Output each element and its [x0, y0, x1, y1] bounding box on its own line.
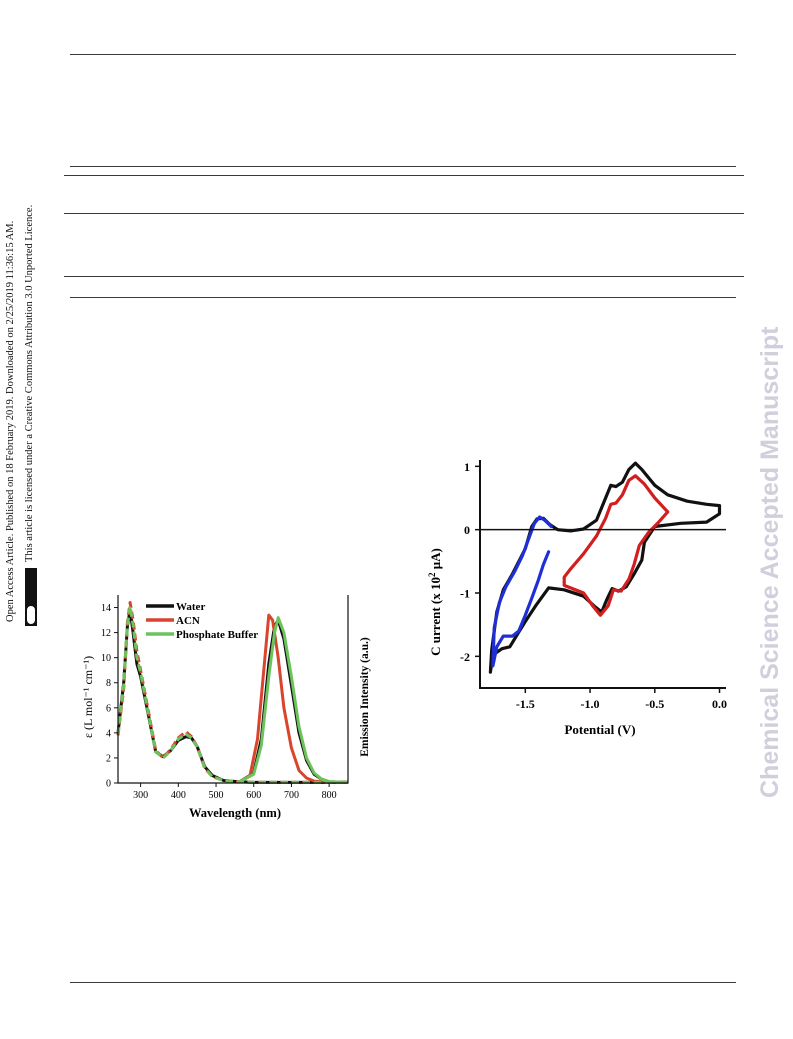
chart2-xtick-label: -0.5 — [645, 697, 664, 711]
chart1-xtick-label: 300 — [133, 790, 148, 801]
header-rule-top — [70, 54, 736, 55]
chart2-xtick-label: -1.5 — [516, 697, 535, 711]
chart2-axis-frame — [479, 460, 726, 689]
cc-icon — [26, 605, 36, 625]
chart1-ylabel: ε (L mol⁻¹ cm⁻¹) — [81, 656, 95, 738]
cyclic-voltammogram-chart: -1.5 -1.0 -0.5 0.0 -2 -1 0 1 Potential (V) C ur… — [428, 460, 727, 737]
chart1-emission-acn — [237, 613, 348, 784]
chart1-ytick-label: 14 — [101, 603, 111, 614]
chart1-ytick-label: 0 — [106, 779, 111, 790]
chart2-cv-trace-2 — [562, 474, 670, 617]
chart1-ytick-label: 2 — [106, 753, 111, 764]
chart2-ylabel-suffix: μA) — [428, 548, 443, 572]
chart1-legend-label: ACN — [176, 615, 200, 627]
header-rule-4 — [64, 213, 744, 214]
absorption-emission-chart: 300 400 500 600 700 800 0 2 4 6 8 10 12 14 Water ACN Ph… — [81, 595, 371, 820]
side-notice-line1: Open Access Article. Published on 18 Feb… — [5, 220, 16, 622]
header-rule-5 — [64, 276, 744, 277]
chart1-xtick-label: 600 — [246, 790, 261, 801]
accepted-manuscript-watermark: Chemical Science Accepted Manuscript — [756, 326, 784, 798]
chart2-ytick-label: -2 — [460, 650, 470, 664]
chart1-y2label: Emission Intensity (a.u.) — [359, 637, 371, 757]
chart2-ylabel: C urrent (x 102 μA) — [428, 548, 443, 656]
header-rule-3 — [64, 175, 744, 176]
chart1-legend-label: Water — [176, 601, 205, 613]
chart1-legend-label: Phosphate Buffer — [176, 629, 258, 641]
chart2-cv-trace-1 — [488, 461, 722, 674]
cc-label: BY — [36, 586, 45, 597]
cc-license-badge[interactable]: BY — [25, 568, 45, 626]
chart2-xlabel: Potential (V) — [564, 722, 635, 737]
chart1-xtick-label: 700 — [284, 790, 299, 801]
footer-rule — [70, 982, 736, 983]
chart2-ytick-label: -1 — [460, 587, 470, 601]
side-notice: Open Access Article. Published on 18 Feb… — [0, 0, 60, 1039]
chart1-ytick-label: 8 — [106, 678, 111, 689]
chart1-ytick-label: 10 — [101, 653, 111, 664]
chart2-xtick-label: 0.0 — [712, 697, 727, 711]
chart2-xtick-label: -1.0 — [581, 697, 600, 711]
chart2-cv-trace-3 — [491, 515, 553, 668]
chart1-xtick-label: 800 — [322, 790, 337, 801]
chart2-ylabel-prefix: C urrent (x 10 — [428, 577, 443, 656]
chart1-absorption-phosphate-buffer — [116, 604, 348, 784]
chart2-ylabel-sup: 2 — [428, 572, 437, 577]
side-notice-line2: This article is licensed under a Creativ… — [24, 204, 35, 562]
header-rule-2 — [70, 166, 736, 167]
chart2-ytick-label: 1 — [464, 460, 470, 474]
chart1-ytick-label: 4 — [106, 728, 111, 739]
header-rule-6 — [70, 297, 736, 298]
chart1-xtick-label: 500 — [209, 790, 224, 801]
chart2-ytick-label: 0 — [464, 523, 470, 537]
chart1-ytick-label: 12 — [101, 628, 111, 639]
chart1-xtick-label: 400 — [171, 790, 186, 801]
chart1-emission-phosphate-buffer — [237, 616, 349, 784]
chart1-xlabel: Wavelength (nm) — [189, 806, 281, 820]
chart1-axis-frame — [117, 595, 349, 784]
chart1-ytick-label: 6 — [106, 703, 111, 714]
